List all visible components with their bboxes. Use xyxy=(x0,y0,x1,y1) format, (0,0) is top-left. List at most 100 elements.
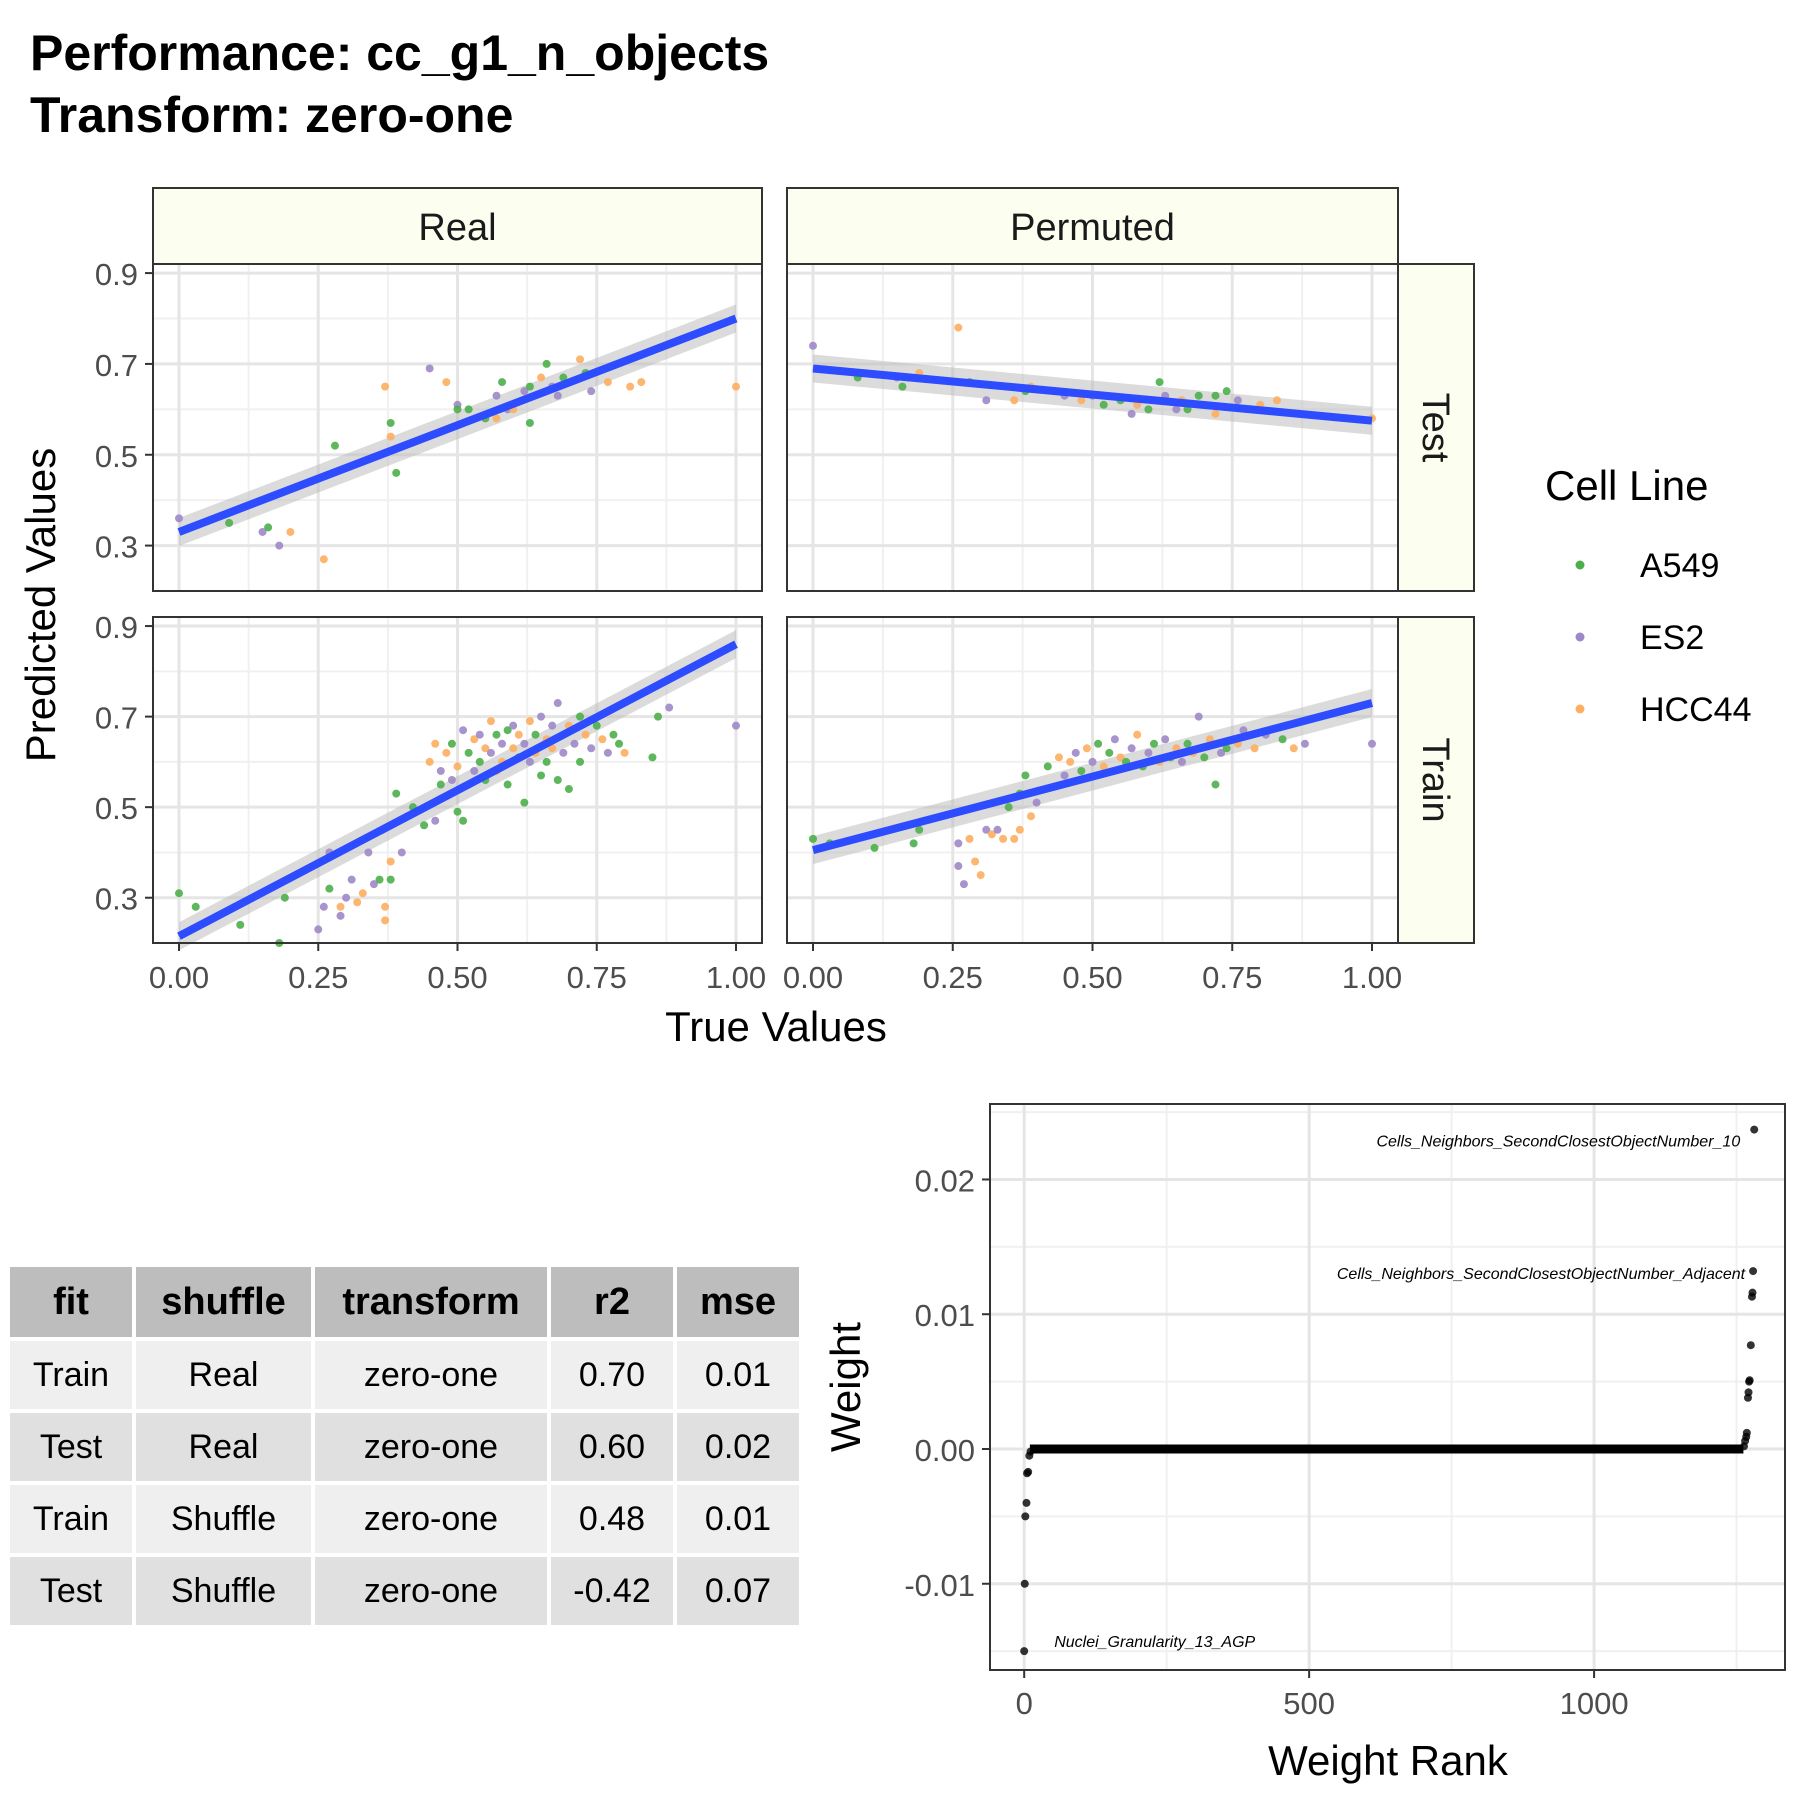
facet-label-real: Real xyxy=(418,207,496,249)
data-point-es2 xyxy=(509,721,518,730)
data-point-a549 xyxy=(436,780,445,789)
data-point-a549 xyxy=(1077,766,1086,775)
fit-line xyxy=(811,699,1374,855)
data-point-hcc44 xyxy=(626,382,635,391)
y-axis-title: Predicted Values xyxy=(17,448,64,762)
data-point-hcc44 xyxy=(1082,744,1091,753)
data-point-es2 xyxy=(1300,739,1309,748)
weight-point xyxy=(1744,1388,1753,1397)
data-point-hcc44 xyxy=(319,555,328,564)
weight-point xyxy=(1749,1267,1758,1276)
data-point-a549 xyxy=(325,884,334,893)
data-point-a549 xyxy=(559,373,568,382)
data-point-a549 xyxy=(654,712,663,721)
data-point-es2 xyxy=(1060,771,1069,780)
data-point-hcc44 xyxy=(537,373,546,382)
data-point-a549 xyxy=(915,825,924,834)
legend-swatch-hcc44 xyxy=(1575,704,1585,714)
fit-line xyxy=(177,640,738,940)
data-point-es2 xyxy=(603,748,612,757)
data-point-hcc44 xyxy=(1099,762,1108,771)
data-point-es2 xyxy=(486,748,495,757)
data-point-a549 xyxy=(1094,739,1103,748)
data-point-hcc44 xyxy=(442,378,451,387)
data-point-a549 xyxy=(492,730,501,739)
data-point-es2 xyxy=(275,541,284,550)
data-point-es2 xyxy=(314,925,323,934)
data-point-hcc44 xyxy=(954,323,963,332)
data-point-a549 xyxy=(280,893,289,902)
data-point-a549 xyxy=(576,757,585,766)
data-point-hcc44 xyxy=(525,717,534,726)
data-point-hcc44 xyxy=(603,378,612,387)
data-point-hcc44 xyxy=(358,889,367,898)
data-point-a549 xyxy=(898,382,907,391)
data-point-es2 xyxy=(665,703,674,712)
title-line-2: Transform: zero-one xyxy=(30,87,514,143)
data-point-a549 xyxy=(1144,405,1153,414)
weight-point xyxy=(1746,1341,1755,1350)
data-point-a549 xyxy=(392,468,401,477)
data-point-hcc44 xyxy=(999,834,1008,843)
data-point-hcc44 xyxy=(514,730,523,739)
data-point-a549 xyxy=(1222,744,1231,753)
y-tick-label: 0.00 xyxy=(915,1433,975,1468)
data-point-a549 xyxy=(1043,762,1052,771)
data-point-hcc44 xyxy=(1272,396,1281,405)
data-point-hcc44 xyxy=(976,871,985,880)
table-row: Test Real zero-one 0.60 0.02 xyxy=(10,1413,799,1481)
y-tick-label: 0.01 xyxy=(915,1298,975,1333)
data-point-hcc44 xyxy=(1054,753,1063,762)
data-point-es2 xyxy=(1127,744,1136,753)
data-point-a549 xyxy=(475,757,484,766)
data-point-a549 xyxy=(576,712,585,721)
data-point-es2 xyxy=(347,875,356,884)
data-point-hcc44 xyxy=(1116,753,1125,762)
data-point-a549 xyxy=(525,382,534,391)
table-cell: zero-one xyxy=(315,1413,547,1481)
data-point-a549 xyxy=(1021,771,1030,780)
table-header-r2: r2 xyxy=(551,1267,673,1337)
fit-line xyxy=(812,364,1373,425)
table-cell: 0.07 xyxy=(677,1557,799,1625)
table-row: Test Shuffle zero-one -0.42 0.07 xyxy=(10,1557,799,1625)
data-point-a549 xyxy=(525,418,534,427)
legend-title: Cell Line xyxy=(1545,462,1708,509)
data-point-es2 xyxy=(587,387,596,396)
data-point-es2 xyxy=(336,911,345,920)
data-point-hcc44 xyxy=(470,735,479,744)
weight-point xyxy=(1750,1125,1759,1134)
data-point-a549 xyxy=(809,834,817,843)
data-point-hcc44 xyxy=(1133,730,1142,739)
data-point-hcc44 xyxy=(581,730,590,739)
data-point-es2 xyxy=(982,825,991,834)
data-point-hcc44 xyxy=(1077,396,1086,405)
weight-rank-plot xyxy=(989,1103,1786,1671)
data-point-hcc44 xyxy=(386,432,395,441)
data-point-es2 xyxy=(559,748,568,757)
facet-panel-real-test xyxy=(152,263,763,592)
data-point-a549 xyxy=(609,730,618,739)
data-point-hcc44 xyxy=(1010,396,1019,405)
data-point-es2 xyxy=(570,739,579,748)
facet-panel-permuted-train xyxy=(786,616,1399,944)
fit-line xyxy=(177,314,738,536)
data-point-a549 xyxy=(615,739,624,748)
data-point-hcc44 xyxy=(598,735,607,744)
data-point-es2 xyxy=(1161,735,1170,744)
data-point-a549 xyxy=(531,730,540,739)
data-point-es2 xyxy=(425,364,434,373)
data-point-a549 xyxy=(375,875,384,884)
legend-swatch-a549 xyxy=(1575,560,1585,570)
data-point-hcc44 xyxy=(481,744,490,753)
panel-border xyxy=(989,1103,1786,1671)
data-point-es2 xyxy=(319,902,328,911)
x-tick-label: 0 xyxy=(1016,1686,1033,1721)
weight-point xyxy=(1020,1579,1029,1588)
data-point-a549 xyxy=(553,776,562,784)
data-point-hcc44 xyxy=(576,355,585,364)
data-point-a549 xyxy=(392,789,401,798)
x-tick-label: 1.00 xyxy=(706,960,766,995)
table-header-transform: transform xyxy=(315,1267,547,1337)
